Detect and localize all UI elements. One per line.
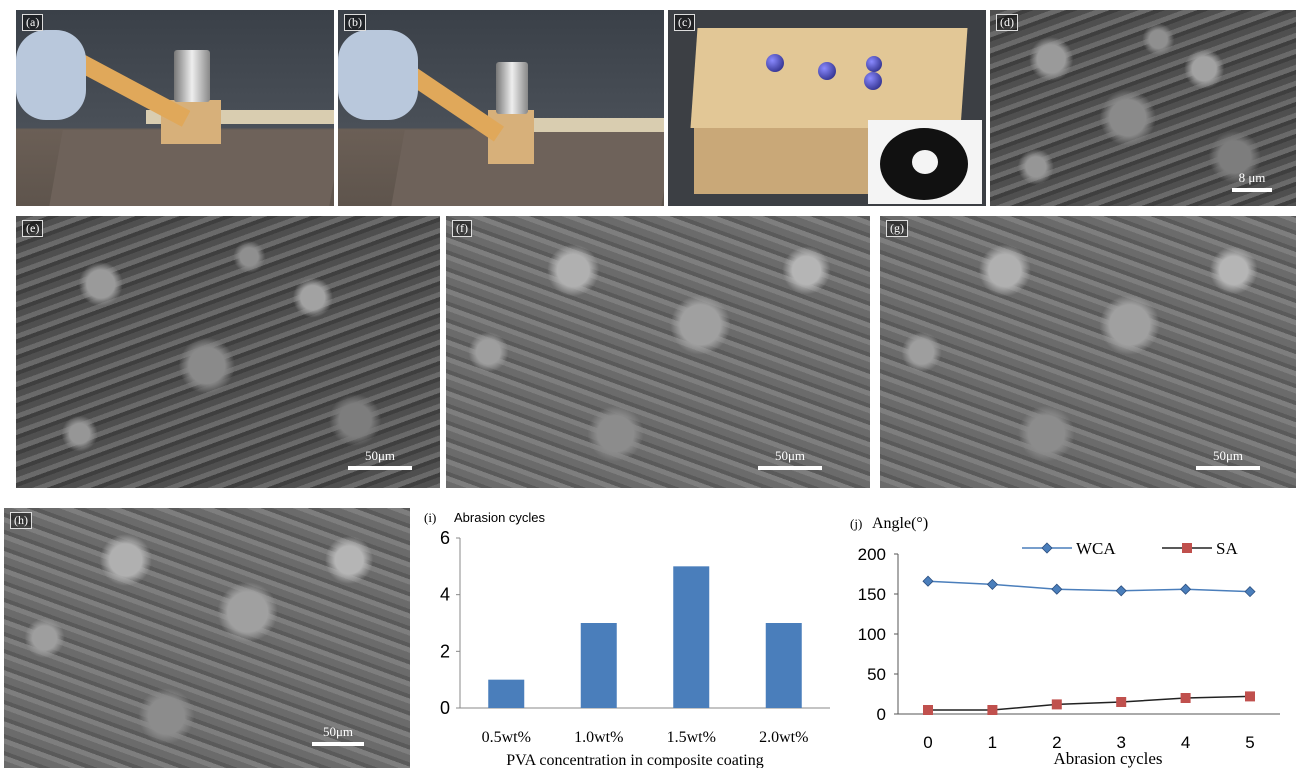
chart-i-xlabel: PVA concentration in composite coating	[506, 752, 763, 768]
scale-label-g: 50μm	[1212, 448, 1244, 463]
chart-i-bars	[488, 566, 802, 708]
chart-j-point-sa	[1116, 697, 1127, 707]
chart-i-bar	[765, 623, 802, 708]
scale-line-g	[1196, 466, 1260, 470]
chart-j-ytick-label: 100	[858, 625, 886, 644]
chart-i-xtick-label: 1.5wt%	[667, 729, 716, 746]
chart-j-point-wca	[1115, 585, 1127, 597]
scale-label-f: 50μm	[774, 448, 806, 463]
chart-j-point-wca	[922, 575, 934, 587]
water-droplet	[866, 56, 882, 72]
chart-j-xlabel: Abrasion cycles	[1053, 749, 1162, 768]
chart-j-legend: WCA SA	[1022, 539, 1238, 558]
scale-bar-e: 50μm	[348, 448, 412, 470]
chart-i-ytick-label: 2	[440, 641, 450, 661]
chart-i-xticks: 0.5wt% 1.0wt% 1.5wt% 2.0wt%	[482, 729, 809, 746]
scale-line-h	[312, 742, 364, 746]
panel-label-a: (a)	[22, 14, 44, 31]
panel-label-e: (e)	[22, 220, 44, 237]
glove-hand	[338, 30, 418, 120]
panel-e-sem: (e) 50μm	[16, 216, 440, 488]
panel-d-sem: (d) 8 μm	[990, 10, 1296, 206]
scale-label-d: 8 μm	[1238, 170, 1266, 185]
chart-i-panel-label: (i)	[424, 510, 436, 525]
glove-hand	[16, 30, 86, 120]
chart-j-ytick-label: 0	[877, 705, 886, 724]
legend-sa-label: SA	[1216, 539, 1238, 558]
chart-j-ytick-label: 200	[858, 545, 886, 564]
panel-b-photo: (b)	[338, 10, 664, 206]
chart-j-point-wca	[1180, 583, 1192, 595]
chart-j-xtick-label: 4	[1181, 733, 1190, 752]
chart-j-point-wca	[986, 578, 998, 590]
chart-j-point-wca	[1051, 583, 1063, 595]
panel-label-b: (b)	[344, 14, 366, 31]
scale-bar-f: 50μm	[758, 448, 822, 470]
panel-a-photo: (a)	[16, 10, 334, 206]
legend-sa-marker	[1182, 543, 1192, 553]
panel-c-photo: (c)	[668, 10, 986, 206]
legend-wca-label: WCA	[1076, 539, 1116, 558]
scale-line-e	[348, 466, 412, 470]
chart-j-series	[922, 575, 1256, 715]
chart-j-xtick-label: 1	[988, 733, 997, 752]
panel-g-sem: (g) 50μm	[880, 216, 1296, 488]
panel-f-sem: (f) 50μm	[446, 216, 870, 488]
scale-bar-g: 50μm	[1196, 448, 1260, 470]
panel-label-d: (d)	[996, 14, 1018, 31]
scale-line-f	[758, 466, 822, 470]
chart-j-point-sa	[1245, 691, 1255, 702]
panel-label-h: (h)	[10, 512, 32, 529]
panel-label-f: (f)	[452, 220, 472, 237]
water-droplet	[766, 54, 784, 72]
chart-i-ytick-label: 6	[440, 528, 450, 548]
chart-j-point-sa	[1051, 699, 1062, 710]
chart-j-xtick-label: 2	[1052, 733, 1061, 752]
chart-i: (i) Abrasion cycles 0 2 4 6 0.5wt% 1.0wt% 1.5…	[424, 510, 830, 768]
chart-j-panel-label: (j)	[850, 516, 862, 531]
chart-i-bar	[580, 623, 617, 708]
chart-i-xtick-label: 2.0wt%	[759, 729, 808, 746]
weight	[496, 62, 528, 114]
chart-j-ytick-label: 150	[858, 585, 886, 604]
chart-i-bar	[673, 566, 710, 708]
scale-line-d	[1232, 188, 1272, 192]
scale-bar-d: 8 μm	[1232, 170, 1272, 192]
scale-label-h: 50μm	[322, 724, 354, 739]
chart-i-ytick-label: 0	[440, 698, 450, 718]
chart-j-point-sa	[1180, 693, 1191, 703]
chart-j-point-sa	[987, 705, 998, 715]
weight	[174, 50, 210, 102]
chart-j-ytick-label: 50	[867, 665, 886, 684]
chart-j-line-sa	[928, 695, 1251, 711]
chart-j-xtick-label: 3	[1116, 733, 1125, 752]
chart-j-line-wca	[927, 580, 1251, 593]
droplet-highlight	[912, 150, 938, 174]
chart-j-axes	[897, 554, 1280, 715]
chart-j: (j) Angle(°) 0 50 100 150 200 0 1 2 3 4 5 WCA SA A…	[850, 515, 1280, 768]
water-droplet	[818, 62, 836, 80]
chart-j-xticks: 0 1 2 3 4 5	[923, 733, 1254, 752]
panel-label-g: (g)	[886, 220, 908, 237]
chart-j-yticks: 0 50 100 150 200	[858, 545, 898, 724]
chart-j-point-wca	[1244, 586, 1256, 598]
panel-label-c: (c)	[674, 14, 696, 31]
chart-i-bar	[488, 679, 525, 708]
chart-j-point-sa	[923, 705, 933, 715]
chart-i-xtick-label: 1.0wt%	[574, 729, 623, 746]
chart-i-title: Abrasion cycles	[454, 510, 546, 525]
chart-j-xtick-label: 0	[923, 733, 932, 752]
contact-angle-inset	[868, 120, 982, 204]
chart-i-ytick-label: 4	[440, 585, 450, 605]
legend-wca-marker	[1041, 542, 1053, 554]
water-droplet	[864, 72, 882, 90]
panel-h-sem: (h) 50μm	[4, 508, 410, 768]
chart-j-title: Angle(°)	[872, 515, 928, 532]
chart-i-xtick-label: 0.5wt%	[482, 729, 531, 746]
scale-bar-h: 50μm	[312, 724, 364, 746]
scale-label-e: 50μm	[364, 448, 396, 463]
chart-i-yticks: 0 2 4 6	[440, 528, 460, 718]
chart-j-xtick-label: 5	[1245, 733, 1254, 752]
